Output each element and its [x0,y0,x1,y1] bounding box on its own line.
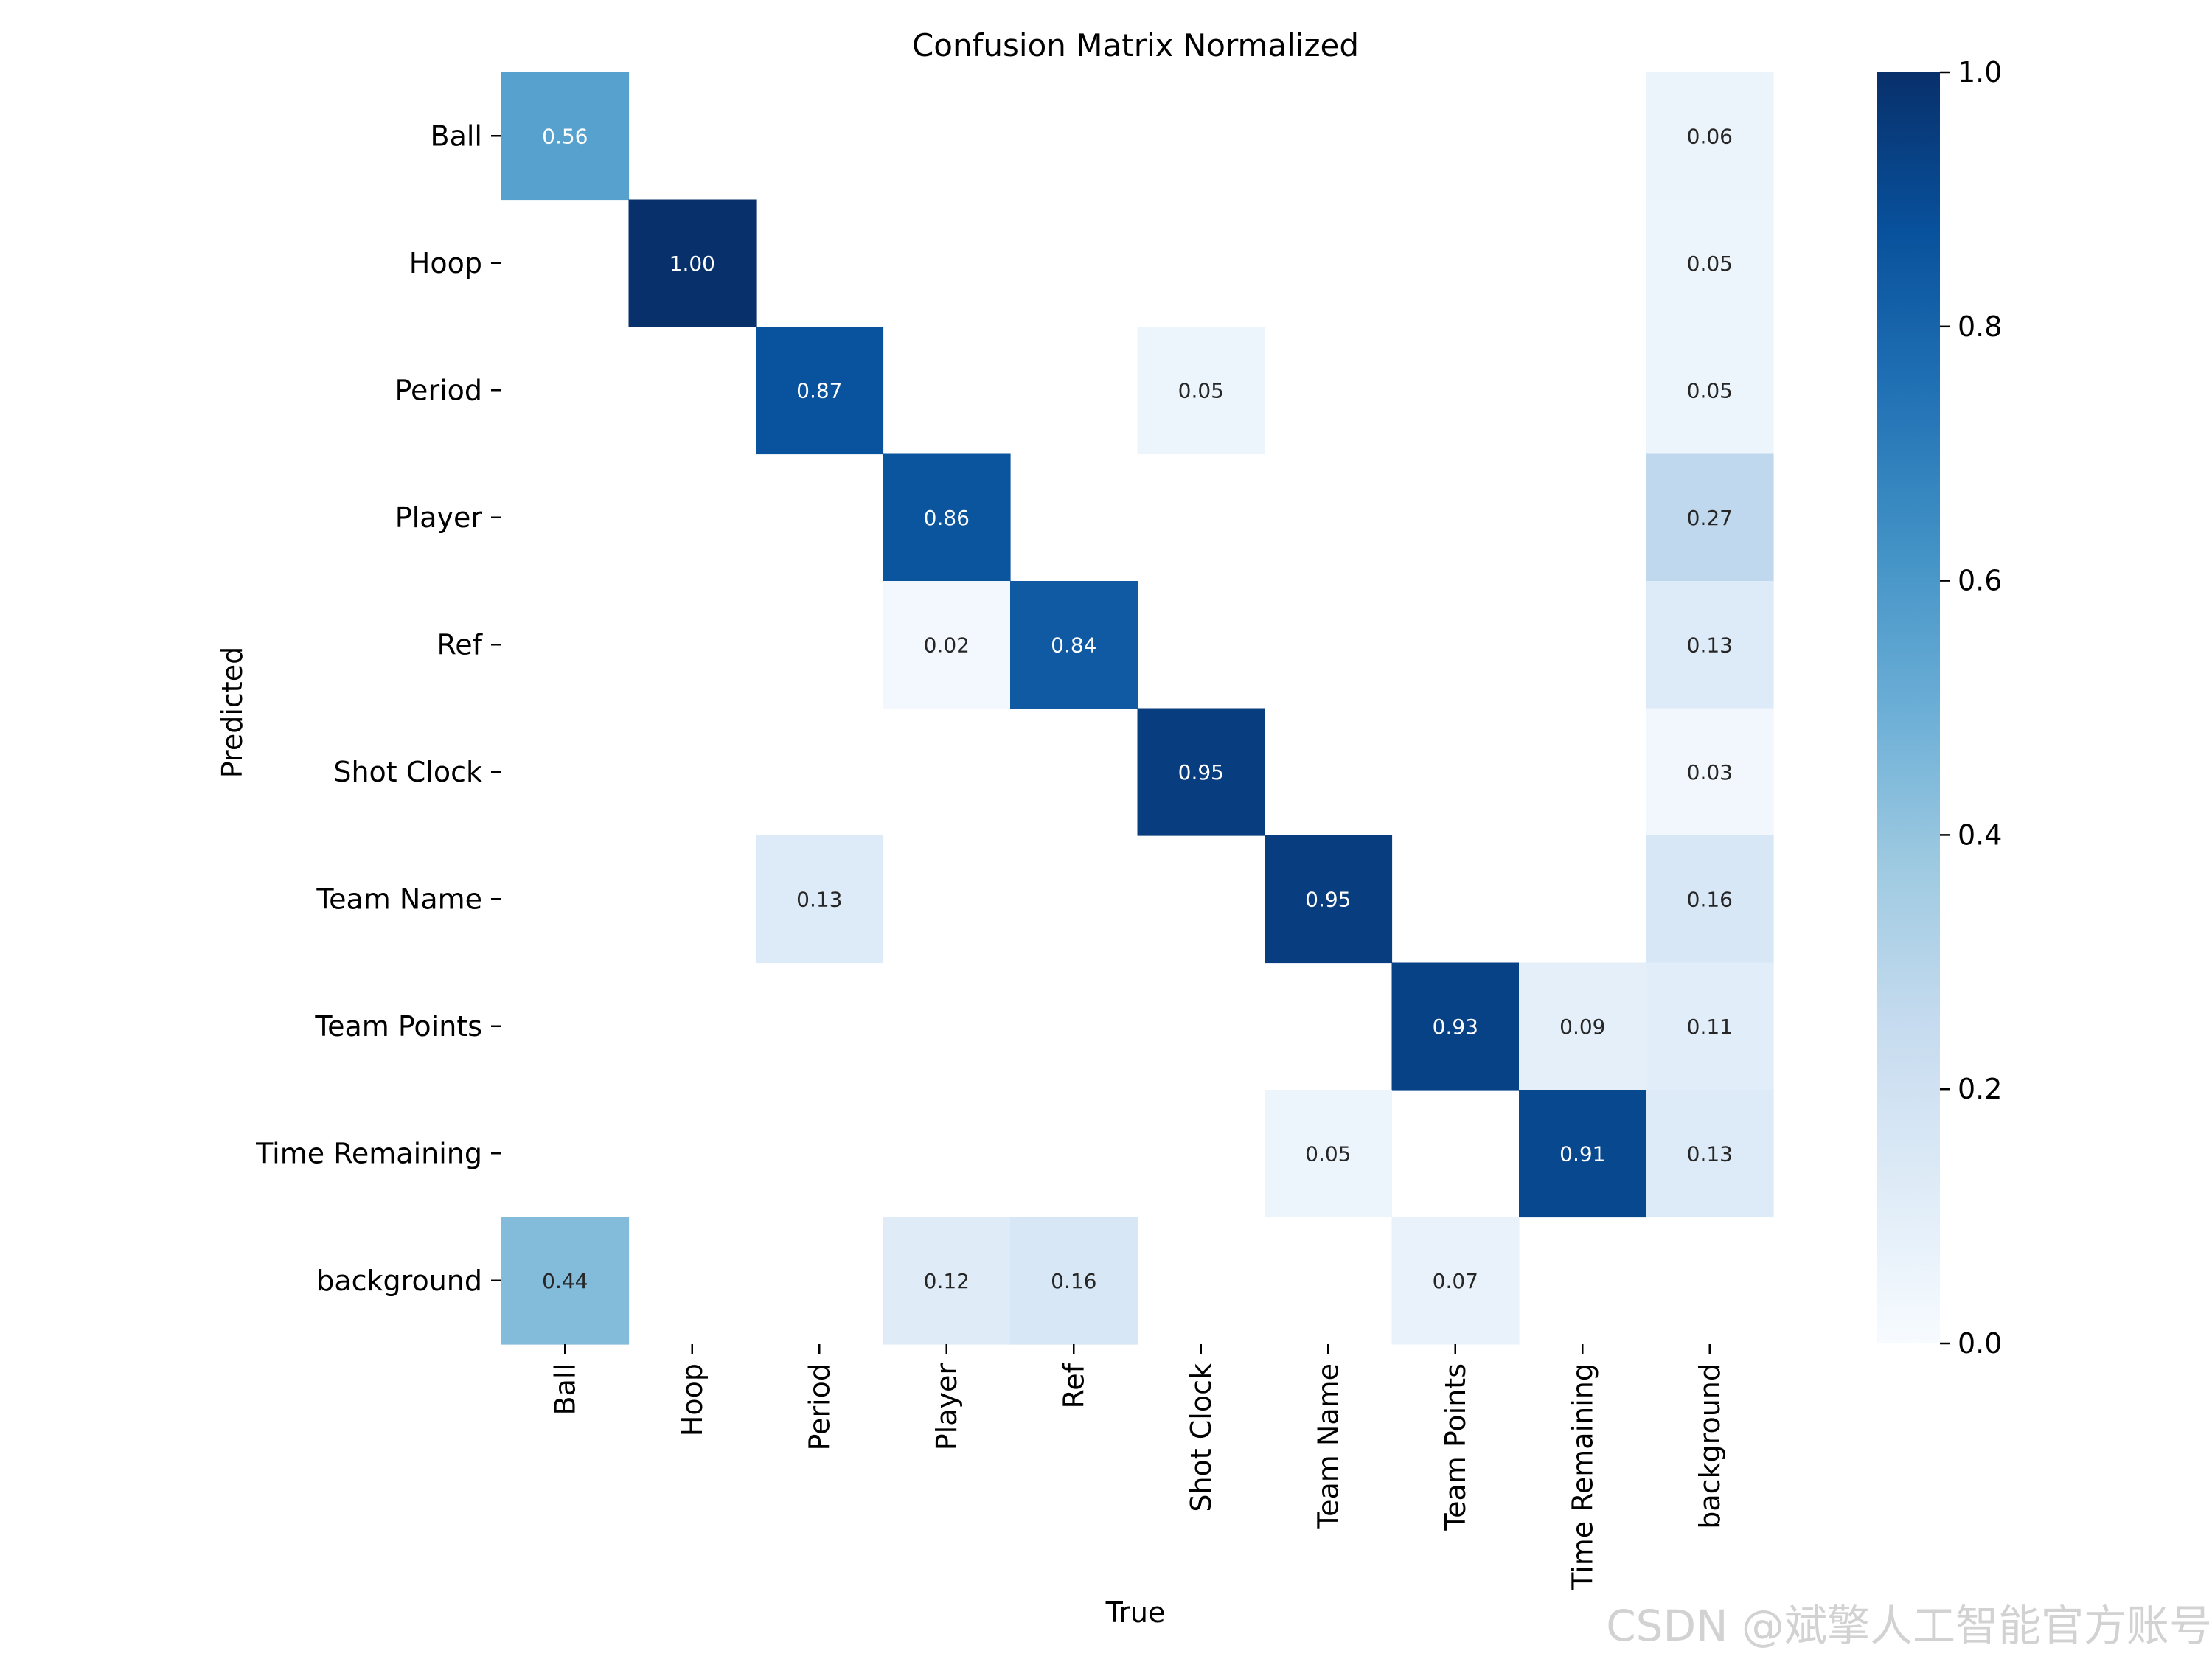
heatmap-cell [883,453,1011,582]
y-tick-label: Team Name [316,883,482,915]
colorbar-tick-label: 1.0 [1958,56,2002,88]
heatmap-cell [1646,708,1774,836]
heatmap-cells [501,72,1774,1345]
x-tick-label: Time Remaining [1566,1363,1599,1590]
colorbar-tick-label: 0.8 [1958,310,2002,343]
heatmap-cell [1646,1090,1774,1218]
heatmap-cell [1265,1090,1393,1218]
y-axis-label: Predicted [216,647,248,778]
cell-value-label: 0.13 [1687,1141,1733,1166]
cell-value-label: 0.84 [1051,633,1096,657]
y-tick-label: Time Remaining [255,1137,482,1169]
y-tick-label: Ref [437,628,484,661]
chart-title: Confusion Matrix Normalized [912,27,1359,63]
y-axis-ticks: Ball Hoop Period Player Ref Shot Clock Team Na… [255,119,501,1297]
colorbar-tick-label: 0.0 [1958,1327,2002,1360]
y-tick-label: Hoop [409,247,482,279]
heatmap-cell [883,1217,1011,1345]
x-tick-label: Shot Clock [1185,1363,1217,1512]
cell-value-label: 0.03 [1687,760,1733,785]
x-axis-ticks: Ball Hoop Period Player Ref Shot Clock Team Na… [549,1344,1726,1590]
heatmap-cell [1646,581,1774,709]
cell-value-label: 0.56 [542,124,588,148]
heatmap-cell [1391,962,1520,1091]
cell-value-label: 0.87 [796,378,842,403]
colorbar-tick-label: 0.6 [1958,565,2002,597]
x-tick-label: Team Name [1312,1363,1344,1530]
cell-value-label: 0.05 [1687,378,1733,403]
x-tick-label: Ref [1057,1362,1090,1408]
cell-value-label: 0.07 [1433,1269,1478,1293]
watermark-text: CSDN @斌擎人工智能官方账号 [1606,1601,2212,1651]
heatmap-cell [883,581,1011,709]
heatmap-cell [1137,708,1265,836]
cell-value-label: 0.06 [1687,124,1733,148]
cell-value-label: 0.93 [1433,1015,1478,1039]
heatmap-cell [1391,1217,1520,1345]
heatmap-cell [1646,453,1774,582]
heatmap-cell [756,327,884,455]
colorbar: 0.0 0.2 0.4 0.6 0.8 1.0 [1877,56,2002,1360]
heatmap-cell [1646,199,1774,327]
heatmap-cell [1646,72,1774,201]
x-tick-label: Period [803,1363,835,1451]
heatmap-cell [1265,835,1393,964]
cell-value-label: 0.13 [796,887,842,911]
heatmap-cell [1646,835,1774,964]
heatmap-cell [1519,1090,1647,1218]
x-tick-label: Ball [549,1363,581,1415]
cell-value-label: 0.95 [1178,760,1224,785]
heatmap-cell [1010,1217,1138,1345]
heatmap-cell [501,72,630,201]
x-tick-label: Team Points [1439,1363,1472,1531]
cell-value-label: 0.05 [1178,378,1224,403]
cell-value-label: 0.11 [1687,1015,1733,1039]
heatmap-cell [1137,327,1265,455]
y-tick-label: Shot Clock [333,756,482,788]
cell-value-label: 0.02 [924,633,970,657]
cell-value-label: 0.16 [1687,887,1733,911]
cell-value-label: 0.12 [924,1269,970,1293]
x-axis-label: True [1105,1596,1166,1629]
x-tick-label: Player [931,1363,963,1451]
y-tick-label: background [316,1265,482,1297]
cell-value-label: 0.86 [924,506,970,530]
cell-value-label: 0.95 [1305,887,1351,911]
heatmap-cell [501,1217,630,1345]
x-tick-label: Hoop [676,1363,709,1436]
cell-value-label: 0.09 [1559,1015,1605,1039]
heatmap-cell [1519,962,1647,1091]
cell-value-label: 0.44 [542,1269,588,1293]
cell-value-label: 1.00 [669,251,715,276]
heatmap-cell [628,199,757,327]
colorbar-gradient [1877,72,1940,1343]
cell-value-label: 0.91 [1559,1141,1605,1166]
y-tick-label: Team Points [314,1010,482,1043]
cell-value-label: 0.13 [1687,633,1733,657]
heatmap-cell [1010,581,1138,709]
colorbar-tick-label: 0.4 [1958,818,2002,851]
heatmap-cell-labels: 0.56 0.06 1.00 0.05 0.87 0.05 0.05 0.86 0.27 0.02… [542,124,1733,1293]
cell-value-label: 0.05 [1687,251,1733,276]
heatmap-cell [1646,962,1774,1091]
y-tick-label: Ball [431,119,482,152]
y-tick-label: Period [395,374,483,406]
cell-value-label: 0.27 [1687,506,1733,530]
heatmap-cell [756,835,884,964]
cell-value-label: 0.05 [1305,1141,1351,1166]
y-tick-label: Player [395,501,483,534]
colorbar-tick-label: 0.2 [1958,1073,2002,1105]
x-tick-label: background [1694,1363,1726,1529]
heatmap-cell [1646,327,1774,455]
cell-value-label: 0.16 [1051,1269,1096,1293]
